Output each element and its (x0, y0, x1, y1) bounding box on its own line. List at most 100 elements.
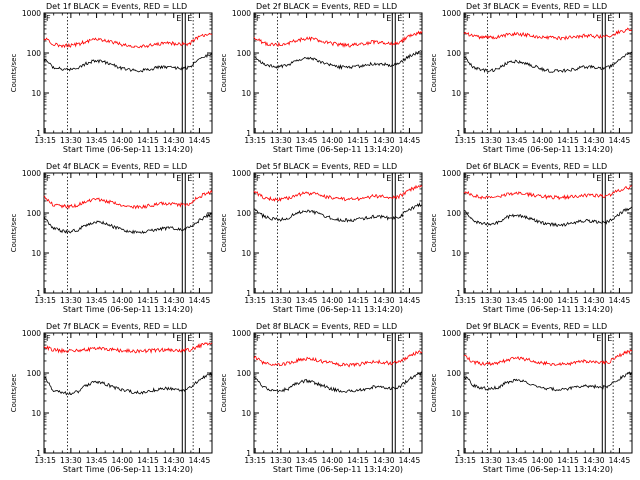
y-axis-label: Counts/sec (10, 214, 18, 253)
y-axis-label: Counts/sec (430, 214, 438, 253)
y-tick-label: 100 (237, 209, 252, 218)
y-tick-label: 1000 (22, 169, 41, 178)
x-tick-label: 14:45 (189, 456, 211, 465)
marker-label: E (607, 334, 612, 343)
x-tick-label: 13:45 (86, 136, 108, 145)
y-axis-label: Counts/sec (220, 374, 228, 413)
x-tick-label: 13:30 (60, 456, 82, 465)
y-axis-label: Counts/sec (220, 54, 228, 93)
x-tick-label: 14:45 (399, 136, 421, 145)
y-tick-label: 1 (36, 129, 41, 138)
x-axis-label: Start Time (06-Sep-11 13:14:20) (273, 145, 403, 154)
x-tick-label: 13:30 (480, 136, 502, 145)
plot-frame (253, 172, 423, 294)
x-tick-label: 14:30 (373, 456, 395, 465)
x-tick-label: 13:30 (60, 296, 82, 305)
y-tick-label: 100 (27, 209, 42, 218)
y-tick-label: 1 (246, 289, 251, 298)
series-line-lld (253, 30, 423, 48)
marker-label: F (46, 14, 51, 23)
x-tick-label: 14:00 (111, 296, 133, 305)
x-tick-label: 14:15 (557, 296, 579, 305)
marker-label: F (46, 334, 51, 343)
y-tick-label: 100 (447, 209, 462, 218)
x-tick-label: 14:45 (189, 296, 211, 305)
marker-label: E (596, 174, 601, 183)
series-line-events (43, 212, 213, 235)
series-line-events (463, 371, 633, 392)
series-line-events (253, 371, 423, 393)
y-axis-label: Counts/sec (430, 54, 438, 93)
chart-panel-7: Det 7f BLACK = Events, RED = LLD 1 10 100 10… (10, 322, 213, 474)
x-tick-label: 14:00 (531, 456, 553, 465)
x-tick-label: 14:30 (163, 296, 185, 305)
marker-label: E (386, 14, 391, 23)
y-tick-label: 1 (456, 129, 461, 138)
series-line-lld (463, 27, 633, 41)
marker-label: E (397, 174, 402, 183)
y-tick-label: 1000 (232, 169, 251, 178)
series-line-lld (43, 189, 213, 210)
series-line-events (463, 206, 633, 228)
plot-frame (43, 172, 213, 294)
y-tick-label: 10 (241, 409, 251, 418)
x-tick-label: 13:45 (296, 136, 318, 145)
chart-panel-8: Det 8f BLACK = Events, RED = LLD 1 10 100 10… (220, 322, 423, 474)
x-tick-label: 14:00 (531, 136, 553, 145)
y-tick-label: 10 (451, 89, 461, 98)
chart-title: Det 2f BLACK = Events, RED = LLD (256, 2, 397, 11)
chart-panel-4: Det 4f BLACK = Events, RED = LLD 1 10 100 10… (10, 162, 213, 314)
y-tick-label: 10 (31, 89, 41, 98)
y-tick-label: 1 (246, 129, 251, 138)
marker-label: E (386, 174, 391, 183)
plot-frame (463, 332, 633, 454)
y-tick-label: 10 (241, 89, 251, 98)
y-tick-label: 1000 (442, 169, 461, 178)
x-tick-label: 14:45 (609, 456, 631, 465)
x-axis-label: Start Time (06-Sep-11 13:14:20) (63, 465, 193, 474)
x-tick-label: 13:30 (60, 136, 82, 145)
marker-label: E (607, 14, 612, 23)
chart-title: Det 7f BLACK = Events, RED = LLD (46, 322, 187, 331)
marker-label: E (187, 14, 192, 23)
x-axis-label: Start Time (06-Sep-11 13:14:20) (273, 465, 403, 474)
series-line-lld (43, 342, 213, 354)
chart-panel-2: Det 2f BLACK = Events, RED = LLD 1 10 100 10… (220, 2, 423, 154)
marker-label: E (397, 334, 402, 343)
plot-frame (253, 332, 423, 454)
y-tick-label: 1000 (232, 9, 251, 18)
x-tick-label: 14:15 (347, 456, 369, 465)
x-tick-label: 14:30 (583, 136, 605, 145)
marker-label: E (187, 334, 192, 343)
x-tick-label: 14:30 (163, 456, 185, 465)
marker-label: E (607, 174, 612, 183)
plot-frame (463, 12, 633, 134)
chart-panel-5: Det 5f BLACK = Events, RED = LLD 1 10 100 10… (220, 162, 423, 314)
plot-frame (463, 172, 633, 294)
x-tick-label: 14:45 (399, 296, 421, 305)
x-axis-label: Start Time (06-Sep-11 13:14:20) (273, 305, 403, 314)
x-axis-label: Start Time (06-Sep-11 13:14:20) (63, 145, 193, 154)
x-tick-label: 14:00 (321, 136, 343, 145)
marker-label: F (466, 14, 471, 23)
y-tick-label: 10 (451, 409, 461, 418)
x-tick-label: 13:45 (506, 456, 528, 465)
marker-label: E (187, 174, 192, 183)
y-tick-label: 1000 (232, 329, 251, 338)
x-tick-label: 14:30 (583, 456, 605, 465)
y-tick-label: 1 (456, 289, 461, 298)
x-axis-label: Start Time (06-Sep-11 13:14:20) (483, 305, 613, 314)
x-tick-label: 14:00 (111, 136, 133, 145)
y-tick-label: 100 (447, 49, 462, 58)
plot-frame (43, 12, 213, 134)
y-tick-label: 100 (237, 369, 252, 378)
plot-frame (43, 332, 213, 454)
x-tick-label: 14:30 (163, 136, 185, 145)
x-tick-label: 13:15 (34, 136, 56, 145)
series-line-lld (43, 32, 213, 49)
x-tick-label: 13:30 (480, 296, 502, 305)
y-tick-label: 1000 (22, 329, 41, 338)
chart-title: Det 8f BLACK = Events, RED = LLD (256, 322, 397, 331)
y-tick-label: 1000 (442, 9, 461, 18)
